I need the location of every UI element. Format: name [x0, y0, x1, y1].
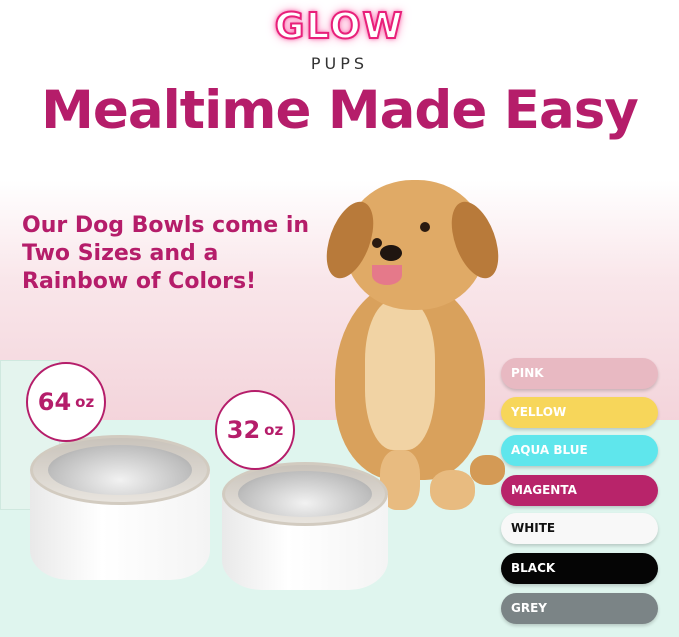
color-option-grey: GREY: [501, 593, 658, 624]
subheadline: Our Dog Bowls come in Two Sizes and a Ra…: [22, 213, 310, 294]
size-value: 32: [226, 416, 261, 444]
bowl-32oz: [222, 462, 388, 590]
color-option-black: BLACK: [501, 553, 658, 584]
size-badge-32oz: 32 oz: [215, 390, 295, 470]
color-option-white: WHITE: [501, 513, 658, 544]
headline: Mealtime Made Easy: [41, 80, 639, 141]
size-badge-64oz: 64 oz: [26, 362, 106, 442]
size-value: 64: [37, 388, 72, 416]
color-option-pink: PINK: [501, 358, 658, 389]
size-unit: oz: [264, 421, 284, 439]
color-option-yellow: YELLOW: [501, 397, 658, 428]
color-option-magenta: MAGENTA: [501, 475, 658, 506]
color-option-aqua-blue: AQUA BLUE: [501, 435, 658, 466]
bowl-64oz: [30, 435, 210, 580]
brand-logo-subtext: PUPS: [310, 54, 369, 73]
size-unit: oz: [75, 393, 95, 411]
brand-logo: GLOW: [274, 5, 405, 48]
